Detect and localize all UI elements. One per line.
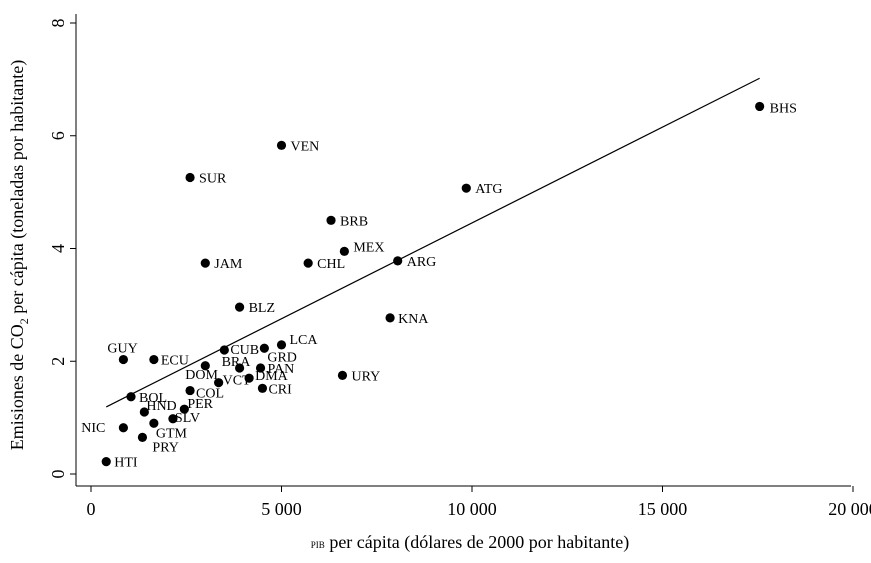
point-label: SLV xyxy=(175,411,200,426)
point-label: HND xyxy=(146,399,176,414)
data-point xyxy=(118,354,128,365)
x-tick-label: 5 000 xyxy=(261,499,302,519)
point-label: CUB xyxy=(230,343,259,358)
point-label: URY xyxy=(351,369,380,384)
data-point xyxy=(200,361,210,371)
x-tick-label: 0 xyxy=(87,499,96,519)
x-tick-label: 10 000 xyxy=(447,499,497,519)
point-label: CHL xyxy=(317,257,345,272)
y-tick-label: 0 xyxy=(48,470,68,479)
point-label: LCA xyxy=(290,333,319,348)
y-tick-label: 4 xyxy=(48,244,68,253)
data-point xyxy=(255,363,266,373)
data-point xyxy=(385,313,395,323)
data-point xyxy=(101,456,111,467)
data-point xyxy=(755,101,765,112)
y-tick-label: 2 xyxy=(48,357,68,366)
data-point xyxy=(461,183,471,193)
x-tick-label: 20 000 xyxy=(828,499,871,519)
point-label: MEX xyxy=(353,240,384,255)
trend-line xyxy=(105,77,760,408)
data-point xyxy=(257,383,268,393)
point-label: JAM xyxy=(214,257,243,272)
y-axis-title-part2: per cápita (toneladas por habitante) xyxy=(7,60,28,318)
point-label: ATG xyxy=(475,182,502,197)
x-axis-title-rest: per cápita (dólares de 2000 por habitant… xyxy=(325,532,629,553)
data-point xyxy=(118,423,128,433)
y-tick-label: 6 xyxy=(48,131,68,140)
data-point xyxy=(276,140,287,150)
point-label: ECU xyxy=(161,354,189,369)
point-label: SUR xyxy=(199,171,227,186)
data-point xyxy=(276,340,287,350)
data-point xyxy=(244,373,254,383)
point-label: BOL xyxy=(139,391,167,406)
data-point xyxy=(219,345,229,355)
point-label: PAN xyxy=(268,362,295,377)
y-axis-title: Emisiones de CO2 per cápita (toneladas p… xyxy=(7,60,31,450)
point-label: PER xyxy=(187,397,213,412)
point-label: GTM xyxy=(156,426,188,441)
data-point xyxy=(326,215,336,225)
data-point xyxy=(234,302,245,312)
point-label: CRI xyxy=(268,382,292,397)
point-label: VEN xyxy=(291,139,320,154)
data-point xyxy=(393,256,403,266)
data-point xyxy=(137,432,148,442)
point-label: KNA xyxy=(398,312,429,327)
x-tick-label: 15 000 xyxy=(638,499,688,519)
point-label: BRB xyxy=(340,214,368,229)
point-label: PRY xyxy=(152,440,178,455)
axes: 0 2 4 6 8 0 5 000 10 000 15 000 20 000 xyxy=(48,14,871,519)
point-label: BHS xyxy=(770,101,797,116)
x-axis-title-prefix: PIB xyxy=(311,536,325,551)
data-point xyxy=(149,418,159,428)
point-label: GRD xyxy=(267,350,297,365)
y-axis-title-part1: Emisiones de CO xyxy=(7,324,27,450)
point-label: COL xyxy=(196,387,224,402)
point-labels-group: BHS VEN SUR ATG BRB MEX ARG CHL JAM BLZ KNA LCA GRD C… xyxy=(81,101,797,470)
point-label: BRA xyxy=(222,355,252,370)
point-label: HTI xyxy=(114,456,138,471)
data-point xyxy=(149,354,159,365)
point-label: NIC xyxy=(81,421,105,436)
data-point xyxy=(168,414,178,424)
points-group xyxy=(101,101,765,467)
data-point xyxy=(337,370,348,380)
point-label: DMA xyxy=(255,369,289,384)
point-label: VCT xyxy=(223,374,251,389)
point-label: DOM xyxy=(185,368,218,383)
data-point xyxy=(185,172,195,183)
point-label: BLZ xyxy=(249,301,275,316)
data-point xyxy=(179,404,189,414)
data-point xyxy=(126,392,136,402)
data-point xyxy=(303,258,313,268)
data-point xyxy=(200,258,210,268)
data-point xyxy=(259,343,269,353)
y-axis-title-subscript: 2 xyxy=(17,318,31,324)
x-axis-title: PIB per cápita (dólares de 2000 por habi… xyxy=(311,532,629,553)
data-point xyxy=(185,385,195,396)
data-point xyxy=(339,246,349,256)
trend-line-group xyxy=(105,77,760,408)
data-point xyxy=(214,378,224,388)
point-label: GUY xyxy=(107,342,137,357)
data-point xyxy=(234,363,245,373)
data-point xyxy=(139,407,149,417)
y-tick-label: 8 xyxy=(48,19,68,28)
point-label: ARG xyxy=(407,255,437,270)
